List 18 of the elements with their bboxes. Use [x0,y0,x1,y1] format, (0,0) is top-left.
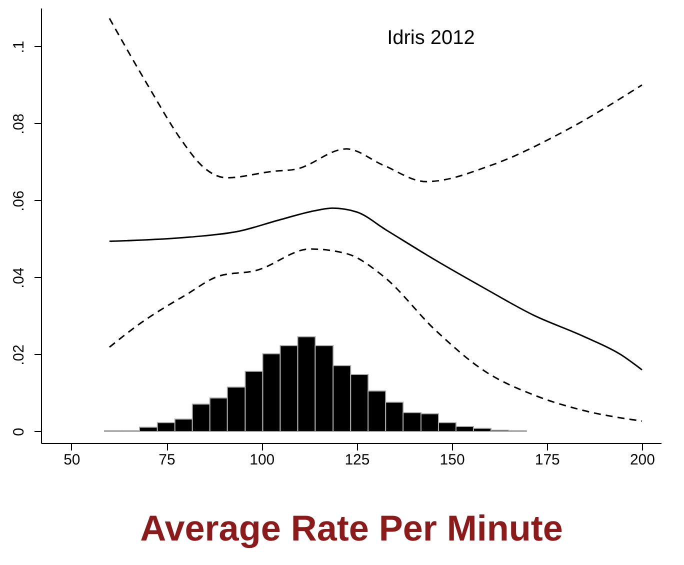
x-axis-title: Average Rate Per Minute [140,508,563,548]
y-tick-label: .02 [10,344,28,366]
x-tick-label: 200 [630,452,655,468]
y-tick-label: .04 [10,268,28,288]
y-tick-label: 0 [10,428,28,436]
x-tick-label: 75 [158,452,176,468]
annotation: Idris 2012 [387,27,475,49]
line-series [108,207,643,371]
x-tick-label: 175 [534,452,560,468]
x-tick-label: 50 [64,452,80,468]
line-series [108,18,643,182]
y-tick-label: .08 [10,114,28,134]
y-tick-label: .06 [10,190,28,212]
line-series [108,248,643,422]
x-tick-label: 125 [344,452,370,468]
y-tick-label: .1 [10,40,28,54]
x-tick-label: 150 [440,452,465,468]
x-tick-label: 100 [250,452,275,468]
